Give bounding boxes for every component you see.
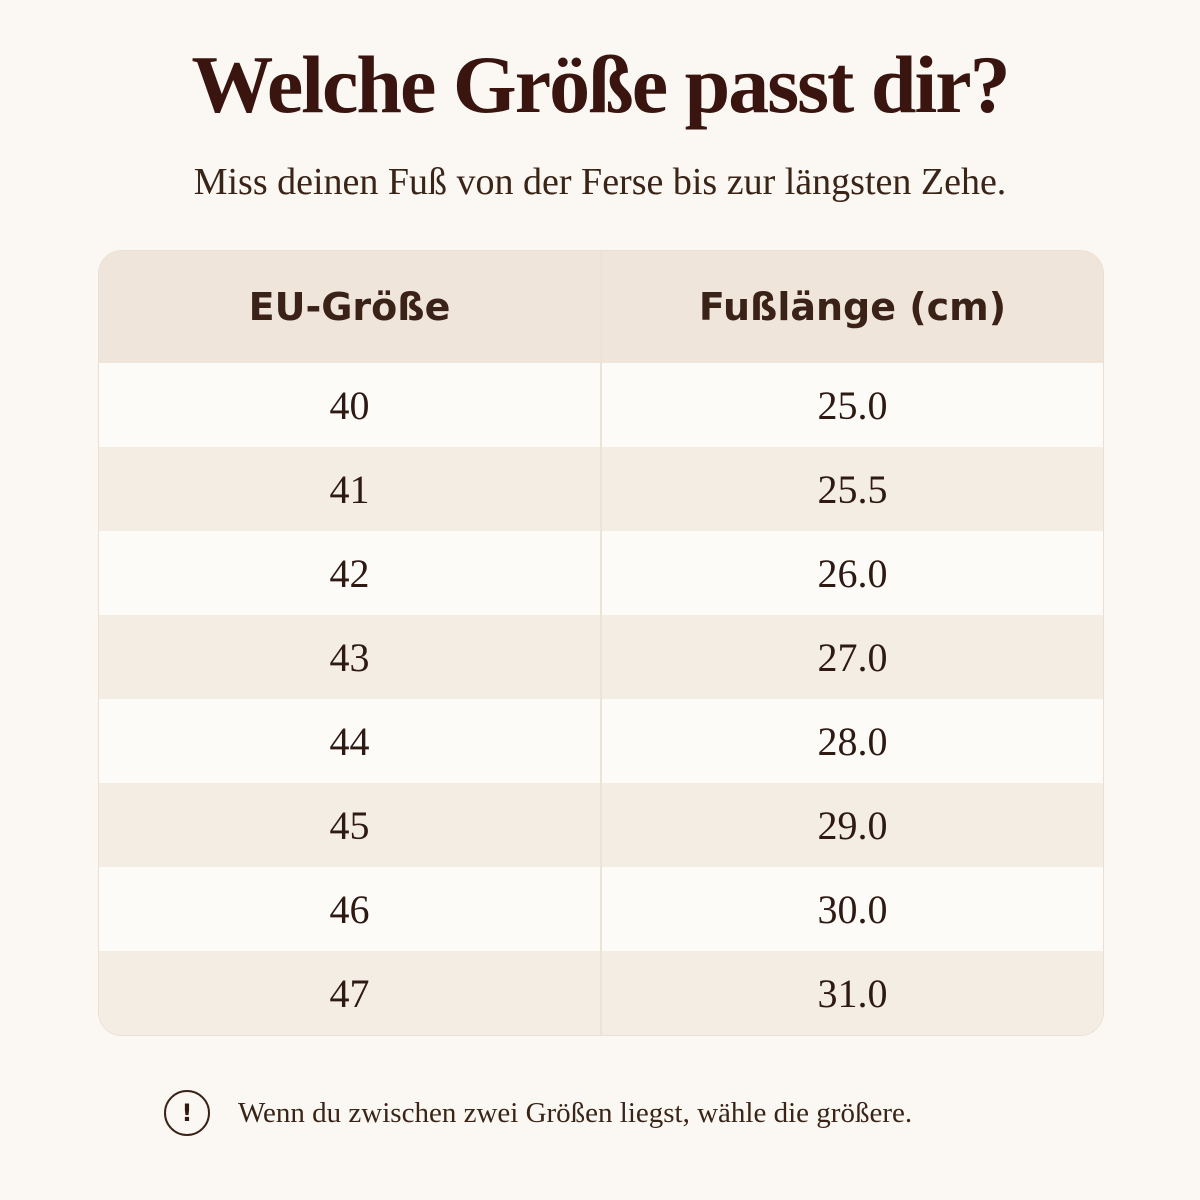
table-row: 43 27.0 [99,615,1103,699]
table-row: 42 26.0 [99,531,1103,615]
table-row: 44 28.0 [99,699,1103,783]
size-table: EU-Größe Fußlänge (cm) 40 25.0 41 25.5 42 26.0 4… [98,250,1104,1036]
table-cell: 42 [329,550,370,596]
table-cell: 28.0 [600,699,1103,783]
table-cell: 44 [329,718,370,764]
header-cell: EU-Größe [248,285,451,329]
table-row: 47 31.0 [99,951,1103,1035]
title: Welche Größe passt dir? [191,39,1010,130]
table-cell: 43 [329,634,370,680]
table-cell: 46 [329,886,370,932]
table-row: 40 25.0 [99,363,1103,447]
table-cell: 47 [329,970,370,1016]
table-cell: 25.0 [600,363,1103,447]
table-cell: 29.0 [600,783,1103,867]
table-row: 41 25.5 [99,447,1103,531]
table-cell: 40 [329,382,370,428]
subtitle: Miss deinen Fuß von der Ferse bis zur lä… [193,161,1007,203]
table-cell: 41 [329,466,370,512]
note-icon: ! [164,1090,210,1136]
note: ! Wenn du zwischen zwei Größen liegst, w… [164,1090,912,1136]
header-cell: Fußlänge (cm) [600,251,1103,363]
table-cell: 31.0 [600,951,1103,1035]
table-cell: 27.0 [600,615,1103,699]
note-text: Wenn du zwischen zwei Größen liegst, wäh… [238,1096,913,1129]
header-row: EU-Größe Fußlänge (cm) [99,251,1103,363]
table-row: 45 29.0 [99,783,1103,867]
table-cell: 25.5 [600,447,1103,531]
table-cell: 26.0 [600,531,1103,615]
table-row: 46 30.0 [99,867,1103,951]
table-cell: 45 [329,802,370,848]
table-cell: 30.0 [600,867,1103,951]
